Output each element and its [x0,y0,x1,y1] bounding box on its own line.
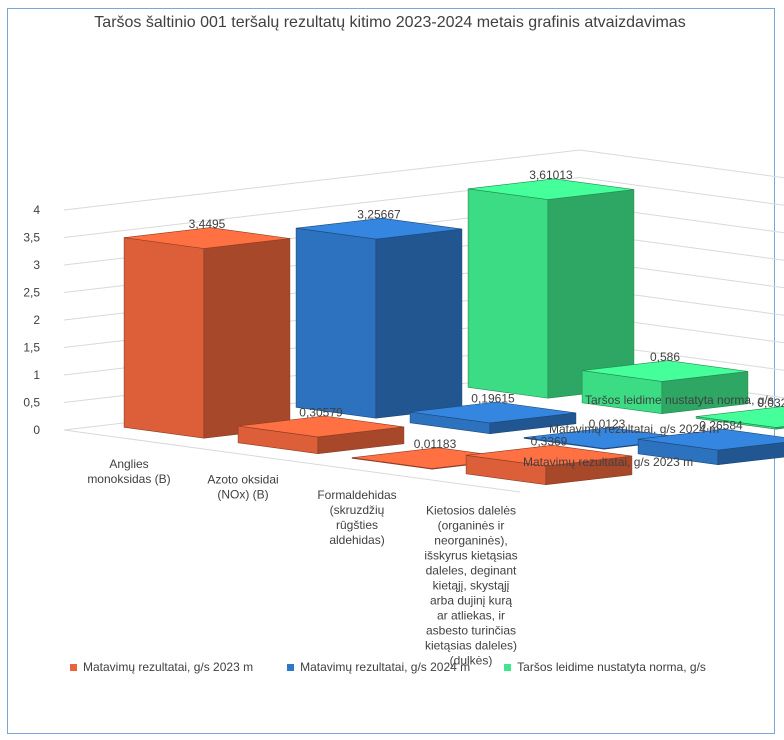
depth-axis-label: Matavimų rezultatai, g/s 2024 m [549,422,719,436]
legend: Matavimų rezultatai, g/s 2023 m Matavimų … [70,660,706,674]
gridline [63,149,784,211]
floor-front-edge [63,429,521,493]
bar [295,217,463,419]
bars [123,178,784,486]
bar-side-face [203,238,291,439]
y-tick-label: 0 [33,423,40,437]
y-tick-label: 2 [33,313,40,327]
data-label: 3,61013 [529,168,573,182]
category-label: Azoto oksidai (NOx) (B) [207,472,278,501]
bar [637,428,784,466]
y-tick-label: 1 [33,368,40,382]
bar-side-face [375,228,463,419]
bar-top-face [468,178,634,200]
depth-axis-label: Matavimų rezultatai, g/s 2023 m [523,455,693,469]
legend-label: Matavimų rezultatai, g/s 2023 m [83,660,254,674]
legend-entry: Matavimų rezultatai, g/s 2024 m [287,660,470,674]
bar-top-face [582,360,748,382]
bar-top-face [296,217,462,240]
legend-label: Taršos leidime nustatyta norma, g/s [517,660,706,674]
bar-top-face [124,227,290,249]
bar [465,444,633,486]
y-tick-label: 1,5 [23,341,40,355]
legend-entry: Matavimų rezultatai, g/s 2023 m [70,660,253,674]
legend-swatch [287,663,295,671]
category-label: Formaldehidas (skruzdžių rūgšties aldehidas… [317,488,396,547]
data-label: 0,19615 [471,392,515,406]
legend-label: Matavimų rezultatai, g/s 2024 m [300,660,471,674]
bar-front-face [123,237,205,439]
data-label: 0,03204 [757,396,784,410]
bar-front-face [295,227,377,419]
bar-front-face [467,188,549,399]
y-tick-label: 3,5 [23,231,40,245]
gridline [63,176,784,238]
y-tick-label: 2,5 [23,286,40,300]
data-label: 0,01183 [414,437,457,451]
bar-top-face [696,406,784,428]
legend-swatch [504,663,512,671]
bar [467,178,635,399]
bar [409,401,577,435]
data-label: 0,0123 [589,417,626,431]
category-label: Kietosios dalelės (organinės ir neorganinė… [424,503,517,667]
data-label: 3,25667 [357,208,401,222]
data-label: 0,30579 [299,405,343,419]
legend-entry: Taršos leidime nustatyta norma, g/s [504,660,706,674]
category-label: Anglies monoksidas (B) [87,457,170,486]
depth-axis-label: Taršos leidime nustatyta norma, g/s [585,393,774,407]
bar [695,406,784,430]
legend-swatch [70,663,77,671]
chart-title: Taršos šaltinio 001 teršalų rezultatų ki… [94,14,686,31]
data-label: 0,586 [650,350,680,364]
data-label: 0,3369 [531,435,568,449]
bar-top-face [638,428,784,451]
bar-top-face [466,444,632,467]
y-tick-label: 3 [33,258,40,272]
bar-side-face [717,442,784,466]
y-tick-label: 0,5 [23,396,40,410]
top-strip [0,0,784,8]
bar-top-face [238,415,404,438]
y-tick-label: 4 [33,203,40,217]
bar [237,415,405,455]
bar-top-face [410,401,576,424]
data-label: 3,4495 [189,217,226,231]
bar [581,360,749,415]
bar [123,227,291,439]
data-label: 0,26584 [699,419,743,433]
bar-side-face [775,426,784,430]
